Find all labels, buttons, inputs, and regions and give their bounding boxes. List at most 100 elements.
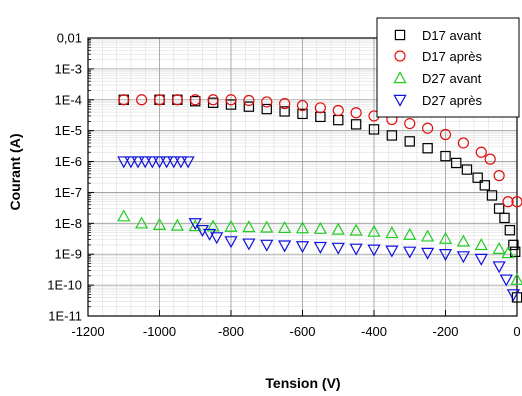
data-point [385, 226, 399, 239]
data-point [484, 153, 496, 165]
data-point [295, 221, 310, 234]
data-point [439, 128, 452, 141]
y-tick-label: 1E-6 [55, 154, 82, 169]
data-point [261, 103, 272, 115]
data-point [438, 249, 453, 262]
data-point [297, 108, 308, 120]
data-point [350, 107, 362, 119]
data-point [152, 156, 167, 169]
data-point [386, 130, 398, 141]
y-tick-label: 1E-9 [55, 247, 82, 262]
data-point [499, 212, 510, 224]
data-point [486, 190, 498, 201]
data-point [210, 232, 224, 245]
data-point [278, 220, 292, 233]
data-point [225, 94, 237, 106]
legend-label-d17-avant: D17 avant [422, 28, 482, 43]
data-point [403, 227, 417, 240]
data-point [135, 216, 149, 229]
data-point [422, 143, 433, 154]
data-point [499, 274, 513, 287]
data-point [333, 114, 344, 126]
data-point [117, 156, 131, 169]
data-point [124, 156, 138, 169]
data-point [206, 219, 220, 232]
data-point [189, 94, 201, 106]
data-point [474, 253, 488, 266]
legend-label-d17-apres: D17 après [422, 49, 482, 64]
axis-ticks [87, 37, 518, 317]
data-point [314, 102, 326, 114]
data-point [171, 94, 183, 106]
x-axis-title: Tension (V) [265, 375, 340, 391]
y-tick-label: 1E-10 [47, 278, 82, 293]
series-3 [117, 156, 521, 302]
data-point [475, 146, 487, 158]
series-0 [118, 94, 522, 303]
data-point [152, 217, 167, 230]
y-tick-label: 1E-3 [55, 61, 82, 76]
data-point [479, 180, 491, 191]
data-point [349, 243, 363, 256]
x-tick-label: -400 [361, 324, 387, 339]
data-point [504, 224, 516, 236]
data-point [260, 220, 274, 233]
data-point [243, 101, 255, 112]
y-tick-label: 1E-11 [48, 309, 82, 324]
x-tick-label: 0 [513, 324, 520, 339]
data-point [136, 94, 148, 106]
legend-marker [393, 71, 407, 84]
data-point [492, 241, 506, 254]
data-point [472, 172, 483, 183]
data-point [350, 119, 362, 130]
x-tick-label: -200 [432, 324, 458, 339]
data-point [118, 94, 130, 106]
data-point [279, 98, 291, 110]
data-point [349, 223, 363, 236]
data-point [440, 150, 451, 162]
y-tick-label: 1E-4 [55, 92, 82, 107]
data-point [145, 156, 159, 169]
data-point [181, 156, 195, 169]
x-tick-label: -1200 [71, 324, 104, 339]
legend-marker [394, 50, 406, 62]
legend-marker [393, 94, 407, 107]
legend-label-d27-apres: D27 après [422, 93, 482, 108]
data-point [511, 196, 522, 208]
data-point [421, 247, 435, 260]
data-point [502, 196, 514, 208]
data-point [456, 234, 470, 247]
data-point [438, 231, 453, 244]
data-point [493, 203, 505, 214]
data-point [242, 220, 256, 233]
y-tick-label: 1E-5 [55, 123, 82, 138]
y-axis-title: Courant (A) [7, 134, 23, 211]
y-tick-label: 1E-8 [55, 216, 82, 231]
data-point [131, 156, 145, 169]
data-point [457, 137, 469, 149]
data-point [492, 261, 506, 274]
data-point [422, 122, 434, 134]
legend-label-d27-avant: D27 avant [422, 71, 482, 86]
data-point [501, 246, 515, 259]
data-point [367, 244, 381, 257]
data-point [243, 94, 255, 107]
data-point [404, 136, 415, 147]
data-point [493, 170, 505, 182]
legend-markers [393, 29, 407, 107]
data-point [367, 224, 381, 237]
data-point [117, 209, 131, 222]
data-point [296, 99, 309, 112]
data-point [242, 238, 256, 251]
data-point [451, 157, 462, 169]
data-point [510, 272, 522, 285]
data-point [331, 222, 345, 235]
data-point [225, 99, 237, 110]
x-tick-label: -600 [289, 324, 315, 339]
data-point [261, 96, 273, 108]
data-point [138, 156, 152, 169]
data-point [506, 289, 521, 302]
data-point [188, 218, 202, 231]
data-point [153, 94, 166, 106]
data-points [117, 94, 522, 303]
